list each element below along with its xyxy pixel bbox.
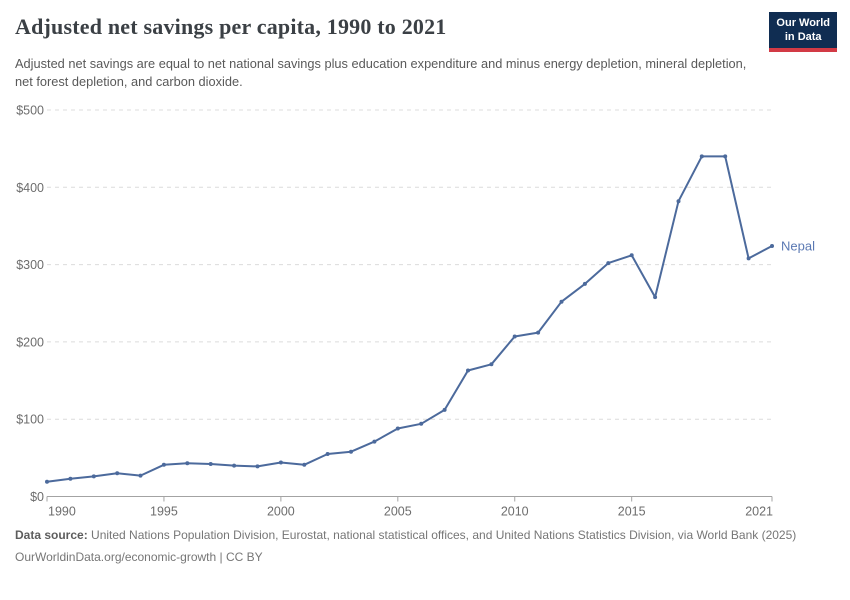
- data-point-marker: [582, 281, 587, 286]
- y-tick-label: $100: [16, 413, 44, 427]
- x-tick-label: 2015: [618, 505, 646, 519]
- data-point-marker: [676, 199, 681, 204]
- owid-logo-line2: in Data: [784, 31, 822, 43]
- data-point-marker: [395, 426, 400, 431]
- x-tick-label: 1995: [150, 505, 178, 519]
- line-chart: $0 $100 $200 $300 $400 $500 1990 1995 2000 2005 20…: [16, 104, 815, 519]
- data-point-marker: [512, 334, 517, 339]
- datasource-line: Data source: United Nations Population D…: [15, 527, 837, 544]
- data-point-marker: [559, 299, 564, 304]
- data-point-marker: [489, 362, 494, 367]
- x-tick-label: 2005: [384, 505, 412, 519]
- data-point-marker: [208, 462, 213, 466]
- y-tick-label: $300: [16, 258, 44, 272]
- data-point-marker: [653, 295, 658, 300]
- data-point-marker: [770, 244, 774, 248]
- datasource-label: Data source:: [15, 528, 88, 542]
- license-line: OurWorldinData.org/economic-growth | CC …: [15, 549, 837, 566]
- chart-footer: Data source: United Nations Population D…: [15, 527, 837, 566]
- page-title: Adjusted net savings per capita, 1990 to…: [15, 14, 447, 39]
- data-point-marker: [325, 452, 330, 456]
- data-point-marker: [68, 476, 73, 481]
- x-tick-label: 1990: [48, 505, 76, 519]
- data-point-marker: [45, 479, 49, 484]
- data-point-marker: [232, 463, 237, 468]
- data-point-marker: [278, 460, 283, 465]
- owid-url-link[interactable]: OurWorldinData.org/economic-growth: [15, 550, 217, 564]
- data-point-marker: [138, 473, 143, 478]
- y-tick-label: $500: [16, 104, 44, 118]
- series-label-nepal: Nepal: [781, 239, 815, 254]
- data-point-marker: [466, 368, 470, 373]
- data-point-marker: [536, 330, 541, 335]
- data-point-marker: [723, 154, 728, 159]
- owid-logo-line1: Our World: [776, 17, 830, 29]
- data-point-marker: [746, 256, 751, 261]
- data-point-marker: [349, 449, 353, 454]
- data-point-marker: [185, 461, 190, 466]
- data-point-marker: [629, 253, 634, 258]
- data-point-marker: [442, 407, 447, 412]
- data-point-marker: [302, 462, 307, 467]
- y-tick-label: $0: [30, 490, 44, 504]
- data-point-marker: [699, 154, 704, 159]
- license-text: | CC BY: [216, 550, 263, 564]
- data-point-marker: [115, 471, 120, 476]
- data-point-marker: [372, 439, 377, 444]
- chart-subtitle: Adjusted net savings are equal to net na…: [15, 56, 747, 89]
- x-tick-label: 2000: [267, 505, 295, 519]
- owid-logo[interactable]: Our World in Data: [769, 12, 837, 52]
- data-point-marker: [255, 464, 260, 469]
- data-point-marker: [419, 421, 424, 426]
- datasource-text: United Nations Population Division, Euro…: [87, 528, 797, 542]
- series-line-nepal: [46, 155, 773, 483]
- x-tick-label: 2010: [501, 505, 529, 519]
- x-tick-label: 2021: [745, 505, 773, 519]
- data-point-marker: [606, 261, 611, 266]
- data-point-marker: [161, 462, 166, 467]
- y-tick-label: $400: [16, 181, 44, 195]
- data-point-marker: [91, 474, 96, 479]
- y-tick-label: $200: [16, 335, 44, 349]
